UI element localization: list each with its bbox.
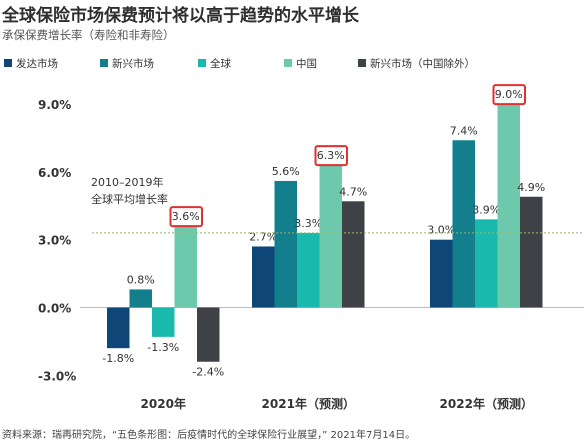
highlight-box xyxy=(492,84,526,106)
chart-title: 全球保险市场保费预计将以高于趋势的水平增长 xyxy=(2,6,359,26)
data-label: 7.4% xyxy=(450,124,478,137)
data-label: 3.9% xyxy=(472,203,500,216)
data-label: 4.7% xyxy=(339,185,367,198)
y-tick-label: 6.0% xyxy=(38,166,71,180)
category-label: 2021年（预测） xyxy=(262,396,355,411)
legend-swatch xyxy=(358,59,366,67)
bar xyxy=(430,239,453,308)
legend-label: 发达市场 xyxy=(16,57,58,70)
bar xyxy=(197,307,220,362)
legend-swatch xyxy=(198,59,206,67)
legend-label: 新兴市场（中国除外） xyxy=(370,57,475,70)
data-label: 9.0% xyxy=(495,88,523,101)
y-tick-label: 0.0% xyxy=(38,302,71,316)
bar xyxy=(252,246,275,308)
data-label: 3.6% xyxy=(172,210,200,223)
bar xyxy=(129,289,152,308)
data-label: 5.6% xyxy=(272,165,300,178)
y-tick-label: 9.0% xyxy=(38,98,71,112)
annotation-line1: 2010–2019年 xyxy=(91,175,164,189)
bar xyxy=(274,180,297,308)
bar xyxy=(452,140,475,308)
chart-subtitle: 承保保费增长率（寿险和非寿险） xyxy=(2,28,175,42)
data-label: 3.0% xyxy=(427,224,455,237)
source-note: 资料来源：瑞再研究院，“五色条形图：后疫情时代的全球保险行业展望，” 2021年… xyxy=(2,430,416,441)
bar xyxy=(174,226,197,308)
data-label: -1.3% xyxy=(147,341,179,354)
annotation-line2: 全球平均增长率 xyxy=(91,192,168,206)
legend-label: 中国 xyxy=(296,57,317,70)
bar xyxy=(497,104,520,308)
data-label: -1.8% xyxy=(102,352,134,365)
data-label: -2.4% xyxy=(192,366,224,379)
bar xyxy=(297,232,320,308)
y-tick-label: 3.0% xyxy=(38,234,71,248)
data-label: 2.7% xyxy=(249,230,277,243)
y-tick-label: -3.0% xyxy=(38,369,76,383)
legend-swatch xyxy=(4,59,12,67)
legend-label: 新兴市场 xyxy=(112,57,154,70)
bar xyxy=(107,307,130,349)
bar xyxy=(152,307,175,337)
bar xyxy=(319,165,342,308)
data-label: 0.8% xyxy=(127,273,155,286)
bar xyxy=(475,219,498,308)
data-label: 4.9% xyxy=(517,181,545,194)
data-label: 6.3% xyxy=(317,149,345,162)
category-label: 2020年 xyxy=(141,396,186,411)
legend-label: 全球 xyxy=(210,57,231,70)
legend-swatch xyxy=(100,59,108,67)
legend-swatch xyxy=(284,59,292,67)
data-label: 3.3% xyxy=(294,217,322,230)
category-label: 2022年（预测） xyxy=(440,396,533,411)
bar xyxy=(342,201,365,308)
bar xyxy=(520,196,543,308)
highlight-box xyxy=(169,206,203,228)
highlight-box xyxy=(314,145,348,167)
